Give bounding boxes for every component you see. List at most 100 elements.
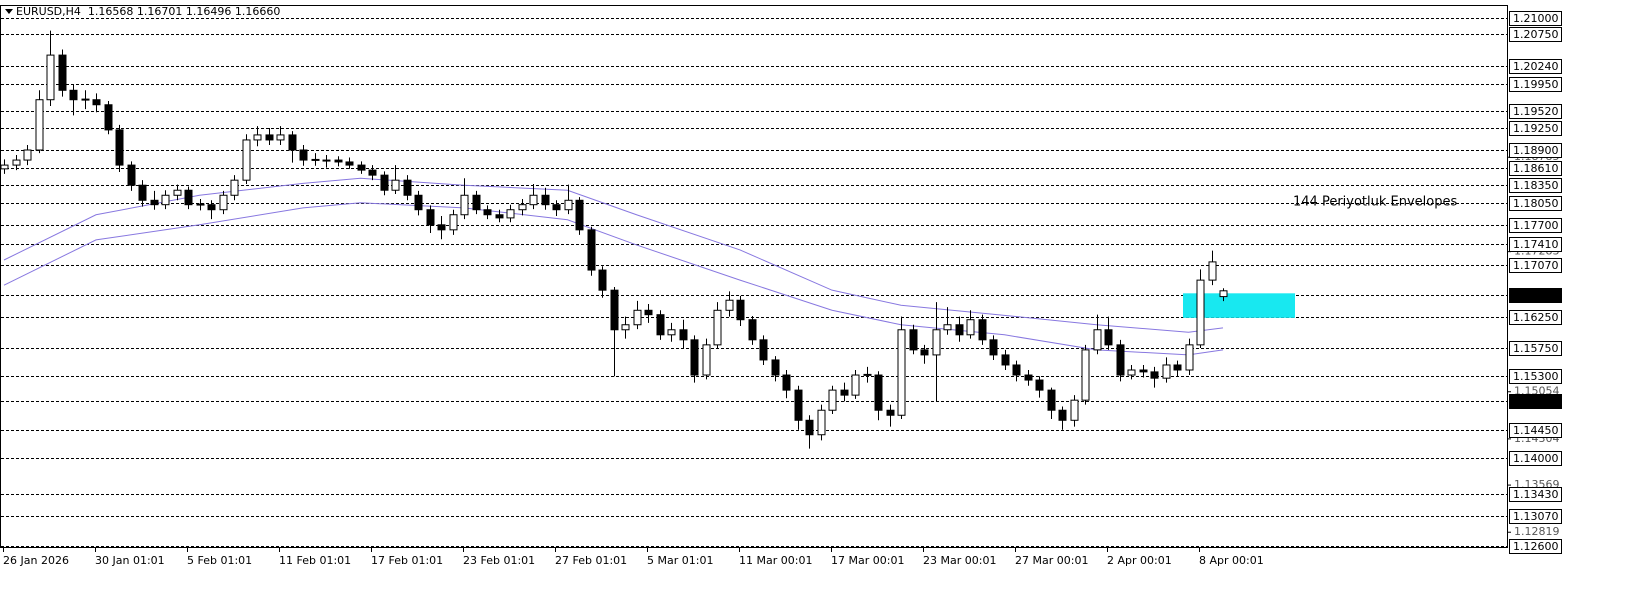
candle	[299, 144, 308, 166]
candle	[1012, 360, 1021, 382]
candle	[955, 316, 964, 342]
candle	[1127, 364, 1136, 380]
candle-body	[437, 224, 446, 231]
candle-body	[679, 329, 688, 341]
candle-body	[1001, 354, 1010, 366]
candle	[920, 344, 929, 364]
candle	[575, 197, 584, 235]
candle-body	[449, 214, 458, 231]
candle-body	[104, 104, 113, 131]
level-label-box	[1509, 258, 1562, 273]
candle-body	[966, 319, 975, 336]
candle	[1150, 366, 1159, 388]
level-label: 1.21000	[1513, 12, 1559, 25]
x-tick-label: 23 Mar 00:01	[923, 554, 996, 567]
level-label-box	[1509, 59, 1562, 74]
candle-body	[1116, 344, 1125, 376]
candle-body	[150, 199, 159, 206]
candle	[334, 156, 343, 167]
candle-body	[69, 89, 78, 101]
candle	[161, 190, 170, 210]
candle-body	[322, 159, 331, 162]
candle	[679, 319, 688, 349]
candle-body	[920, 349, 929, 356]
candle	[1070, 395, 1079, 427]
candle	[633, 300, 642, 330]
candle	[426, 205, 435, 233]
candle-body	[863, 373, 872, 376]
candle-body	[506, 209, 515, 219]
candle-body	[621, 324, 630, 331]
candle	[552, 200, 561, 217]
level-label-box	[1509, 121, 1562, 136]
candle-body	[127, 164, 136, 186]
level-label-box	[1509, 11, 1562, 26]
candle-body	[1173, 364, 1182, 371]
candle-body	[897, 329, 906, 416]
candle	[437, 216, 446, 240]
envelope-line	[3, 202, 1224, 356]
candle-body	[483, 209, 492, 216]
candle	[702, 338, 711, 380]
level-label-box	[1509, 218, 1562, 233]
candle	[311, 153, 320, 166]
candle-body	[943, 324, 952, 331]
candle-body	[1162, 364, 1171, 379]
level-label: 1.19950	[1513, 78, 1559, 91]
candle	[127, 161, 136, 191]
level-label: 1.14900	[1513, 395, 1559, 408]
candle-body	[46, 54, 55, 101]
level-label-box	[1509, 341, 1562, 356]
candle	[943, 307, 952, 335]
candle	[242, 134, 251, 184]
level-label: 1.17070	[1513, 259, 1559, 272]
candle	[966, 310, 975, 339]
candle-body	[978, 319, 987, 341]
candle-body	[12, 159, 21, 166]
level-label-box	[1509, 369, 1562, 384]
candle	[0, 159, 9, 174]
candle	[92, 93, 101, 113]
candle	[1058, 406, 1067, 430]
candle-body	[276, 134, 285, 141]
level-label-box	[1509, 237, 1562, 252]
candle-body	[1058, 409, 1067, 421]
candle-body	[1127, 369, 1136, 376]
candle-body	[736, 299, 745, 321]
level-label-box	[1509, 487, 1562, 502]
candle	[357, 161, 366, 174]
candle-body	[725, 299, 734, 311]
candle	[69, 84, 78, 116]
candle	[909, 324, 918, 355]
candle-body	[828, 389, 837, 411]
candle	[12, 155, 21, 171]
level-label-box	[1509, 509, 1562, 524]
candle	[35, 90, 44, 154]
candle-body	[886, 409, 895, 416]
candle-body	[1219, 290, 1228, 298]
candle	[656, 310, 665, 340]
x-tick-label: 5 Feb 01:01	[187, 554, 252, 567]
candle-body	[1070, 399, 1079, 421]
candle-body	[1196, 279, 1205, 346]
candle-body	[357, 164, 366, 171]
candle	[598, 266, 607, 298]
x-tick-label: 17 Feb 01:01	[371, 554, 443, 567]
candle-body	[207, 204, 216, 211]
candle-body	[840, 389, 849, 396]
candle-body	[414, 194, 423, 211]
candle-body	[219, 194, 228, 211]
candle	[886, 404, 895, 427]
candle-body	[690, 339, 699, 376]
x-tick-label: 23 Feb 01:01	[463, 554, 535, 567]
menu-arrow[interactable]	[5, 9, 13, 14]
level-label-box	[1509, 196, 1562, 211]
candle	[989, 335, 998, 360]
candle-body	[460, 194, 469, 216]
candle-body	[817, 409, 826, 436]
candle-body	[230, 179, 239, 196]
candle	[345, 157, 354, 169]
candle-body	[1208, 261, 1217, 281]
candle	[1185, 338, 1194, 376]
